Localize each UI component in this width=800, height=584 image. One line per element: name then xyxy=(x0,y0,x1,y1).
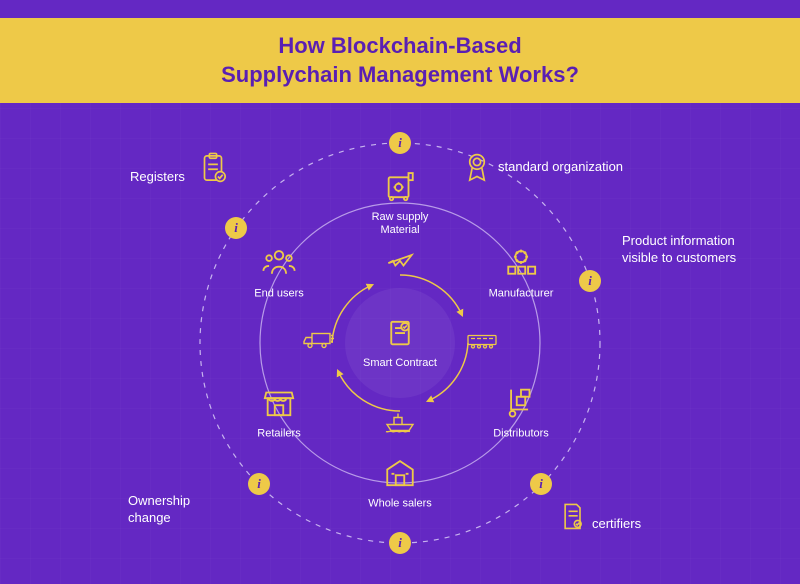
cert-doc-icon xyxy=(558,501,586,538)
title-bar: How Blockchain-Based Supplychain Managem… xyxy=(0,18,800,103)
node-label: Whole salers xyxy=(368,498,432,511)
node-label: End users xyxy=(254,288,304,301)
node-retailers: Retailers xyxy=(234,386,324,441)
warehouse-icon xyxy=(383,456,417,495)
node-distributors: Distributors xyxy=(476,386,566,441)
train-icon xyxy=(467,331,497,356)
center-hub: Smart Contract xyxy=(345,288,455,398)
center-label: Smart Contract xyxy=(363,357,437,369)
medal-icon xyxy=(462,151,492,190)
annotation-standard-org: standard organization xyxy=(498,159,623,176)
node-label: Raw supply Material xyxy=(355,211,445,237)
title-line-1: How Blockchain-Based xyxy=(278,33,521,58)
title-line-2: Supplychain Management Works? xyxy=(221,62,579,87)
info-badge: i xyxy=(389,132,411,154)
node-raw-supply: Raw supply Material xyxy=(355,169,445,237)
node-manufacturer: Manufacturer xyxy=(476,246,566,301)
info-badge: i xyxy=(225,217,247,239)
storefront-icon xyxy=(262,386,296,425)
node-label: Manufacturer xyxy=(489,288,554,301)
annotation-text: Product information visible to customers xyxy=(622,233,736,265)
annotation-text: certifiers xyxy=(592,516,641,531)
node-end-users: End users xyxy=(234,246,324,301)
clipboard-icon xyxy=(198,151,228,190)
info-badge: i xyxy=(579,270,601,292)
node-label: Distributors xyxy=(493,428,549,441)
annotation-registers: Registers xyxy=(130,169,185,186)
annotation-product-info: Product information visible to customers xyxy=(622,233,782,267)
info-badge: i xyxy=(248,473,270,495)
annotation-text: standard organization xyxy=(498,159,623,174)
page-title: How Blockchain-Based Supplychain Managem… xyxy=(0,32,800,89)
annotation-text: Ownership change xyxy=(128,493,190,525)
ship-icon xyxy=(384,411,416,440)
hand-truck-icon xyxy=(504,386,538,425)
info-badge: i xyxy=(530,473,552,495)
node-label: Retailers xyxy=(257,428,300,441)
annotation-text: Registers xyxy=(130,169,185,184)
truck-icon xyxy=(302,330,334,357)
contract-icon xyxy=(385,318,415,353)
diagram-canvas: Smart Contract Raw supply Material Manuf… xyxy=(0,103,800,573)
node-wholesalers: Whole salers xyxy=(355,456,445,511)
people-icon xyxy=(262,246,296,285)
gear-boxes-icon xyxy=(504,246,538,285)
annotation-ownership: Ownership change xyxy=(128,493,228,527)
airplane-icon xyxy=(386,245,414,278)
factory-icon xyxy=(383,169,417,208)
annotation-certifiers: certifiers xyxy=(592,516,641,533)
info-badge: i xyxy=(389,532,411,554)
